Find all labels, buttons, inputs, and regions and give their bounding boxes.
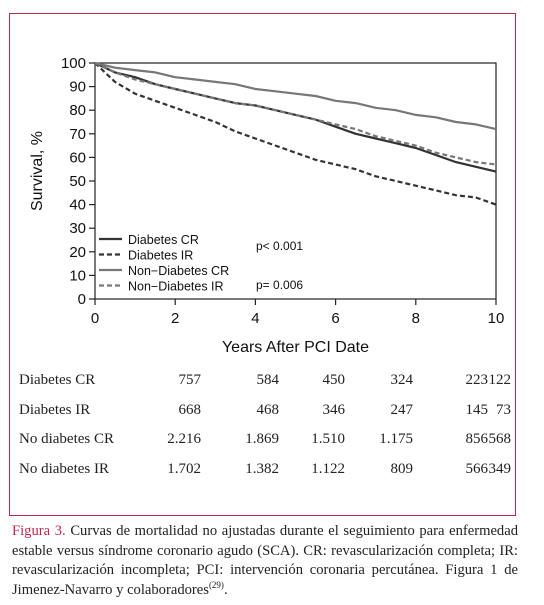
caption-reference: (29): [208, 579, 224, 590]
caption-label: Figura 3.: [12, 523, 66, 539]
risk-cell: 2.216: [167, 431, 201, 447]
risk-cell: 1.869: [245, 431, 279, 447]
y-tick-label: 50: [69, 173, 86, 190]
y-tick-label: 60: [69, 149, 86, 166]
risk-cell: 584: [256, 372, 280, 388]
risk-row: No diabetes CR 2.216 1.869 1.510 1.175 8…: [19, 431, 513, 461]
y-tick-label: 70: [69, 126, 86, 143]
series-line-non-diabetes-ir: [94, 62, 497, 166]
x-tick-label: 10: [488, 310, 505, 327]
y-tick-label: 80: [69, 102, 86, 119]
risk-row: Diabetes IR 668 468 346 247 145 73: [19, 402, 513, 432]
figure-caption: Figura 3. Curvas de mortalidad no ajusta…: [12, 522, 518, 600]
risk-row-label: Diabetes IR: [19, 401, 91, 418]
risk-cell: 856: [465, 431, 489, 447]
risk-cell: 1.510: [311, 431, 345, 447]
figure-frame: [9, 13, 516, 516]
risk-cell: 223: [465, 372, 489, 388]
caption-text: Curvas de mortalidad no ajustadas durant…: [12, 523, 518, 598]
p-value-annotation: p= 0.006: [256, 278, 303, 292]
risk-cell: 73: [496, 401, 511, 418]
y-tick-label: 20: [69, 244, 86, 261]
risk-cell: 668: [178, 401, 202, 418]
legend-label: Non−Diabetes CR: [128, 264, 229, 278]
survival-chart: 0 10 20 30 40 50 60 70 80 90 100 0 2 4 6 8 10 Years After…: [29, 55, 505, 356]
risk-row-label: No diabetes IR: [19, 460, 109, 477]
risk-cell: 450: [322, 372, 346, 388]
y-tick-label: 0: [78, 291, 86, 308]
x-axis-label: Years After PCI Date: [222, 339, 369, 356]
legend-label: Diabetes IR: [128, 249, 193, 263]
y-axis-label: Survival, %: [29, 131, 46, 211]
risk-cell: 346: [322, 401, 346, 418]
risk-cell: 1.175: [379, 431, 413, 447]
x-tick-label: 8: [412, 310, 420, 327]
risk-cell: 349: [488, 460, 512, 477]
series-line-diabetes-cr: [94, 62, 497, 173]
y-tick-label: 40: [69, 197, 86, 214]
risk-cell: 809: [390, 460, 414, 477]
x-tick-label: 0: [91, 310, 99, 327]
x-tick-label: 6: [331, 310, 339, 327]
risk-cell: 1.382: [245, 460, 279, 477]
numbers-at-risk-table: Diabetes CR 757 584 450 324 223 122 Diab…: [19, 372, 513, 490]
y-tick-label: 90: [69, 79, 86, 96]
risk-cell: 757: [178, 372, 202, 388]
risk-cell: 247: [390, 401, 414, 418]
series-line-non-diabetes-cr: [94, 61, 497, 131]
x-tick-label: 4: [251, 310, 259, 327]
risk-row: No diabetes IR 1.702 1.382 1.122 809 566…: [19, 461, 513, 491]
caption-end: .: [223, 581, 228, 598]
risk-cell: 122: [488, 372, 512, 388]
series-line-diabetes-ir: [94, 62, 497, 206]
risk-cell: 1.122: [311, 460, 345, 477]
risk-cell: 468: [256, 401, 280, 418]
legend-label: Non−Diabetes IR: [128, 280, 224, 294]
y-tick-label: 30: [69, 220, 86, 237]
y-tick-label: 10: [69, 267, 86, 284]
risk-row-label: No diabetes CR: [19, 431, 114, 447]
risk-row-label: Diabetes CR: [19, 372, 96, 388]
x-tick-label: 2: [171, 310, 179, 327]
risk-cell: 1.702: [167, 460, 201, 477]
risk-cell: 145: [465, 401, 489, 418]
risk-cell: 324: [390, 372, 414, 388]
risk-row: Diabetes CR 757 584 450 324 223 122: [19, 372, 513, 402]
y-tick-label: 100: [61, 55, 86, 72]
risk-cell: 566: [465, 460, 489, 477]
legend-label: Diabetes CR: [128, 233, 199, 247]
risk-cell: 568: [488, 431, 512, 447]
p-value-annotation: p< 0.001: [256, 239, 303, 253]
